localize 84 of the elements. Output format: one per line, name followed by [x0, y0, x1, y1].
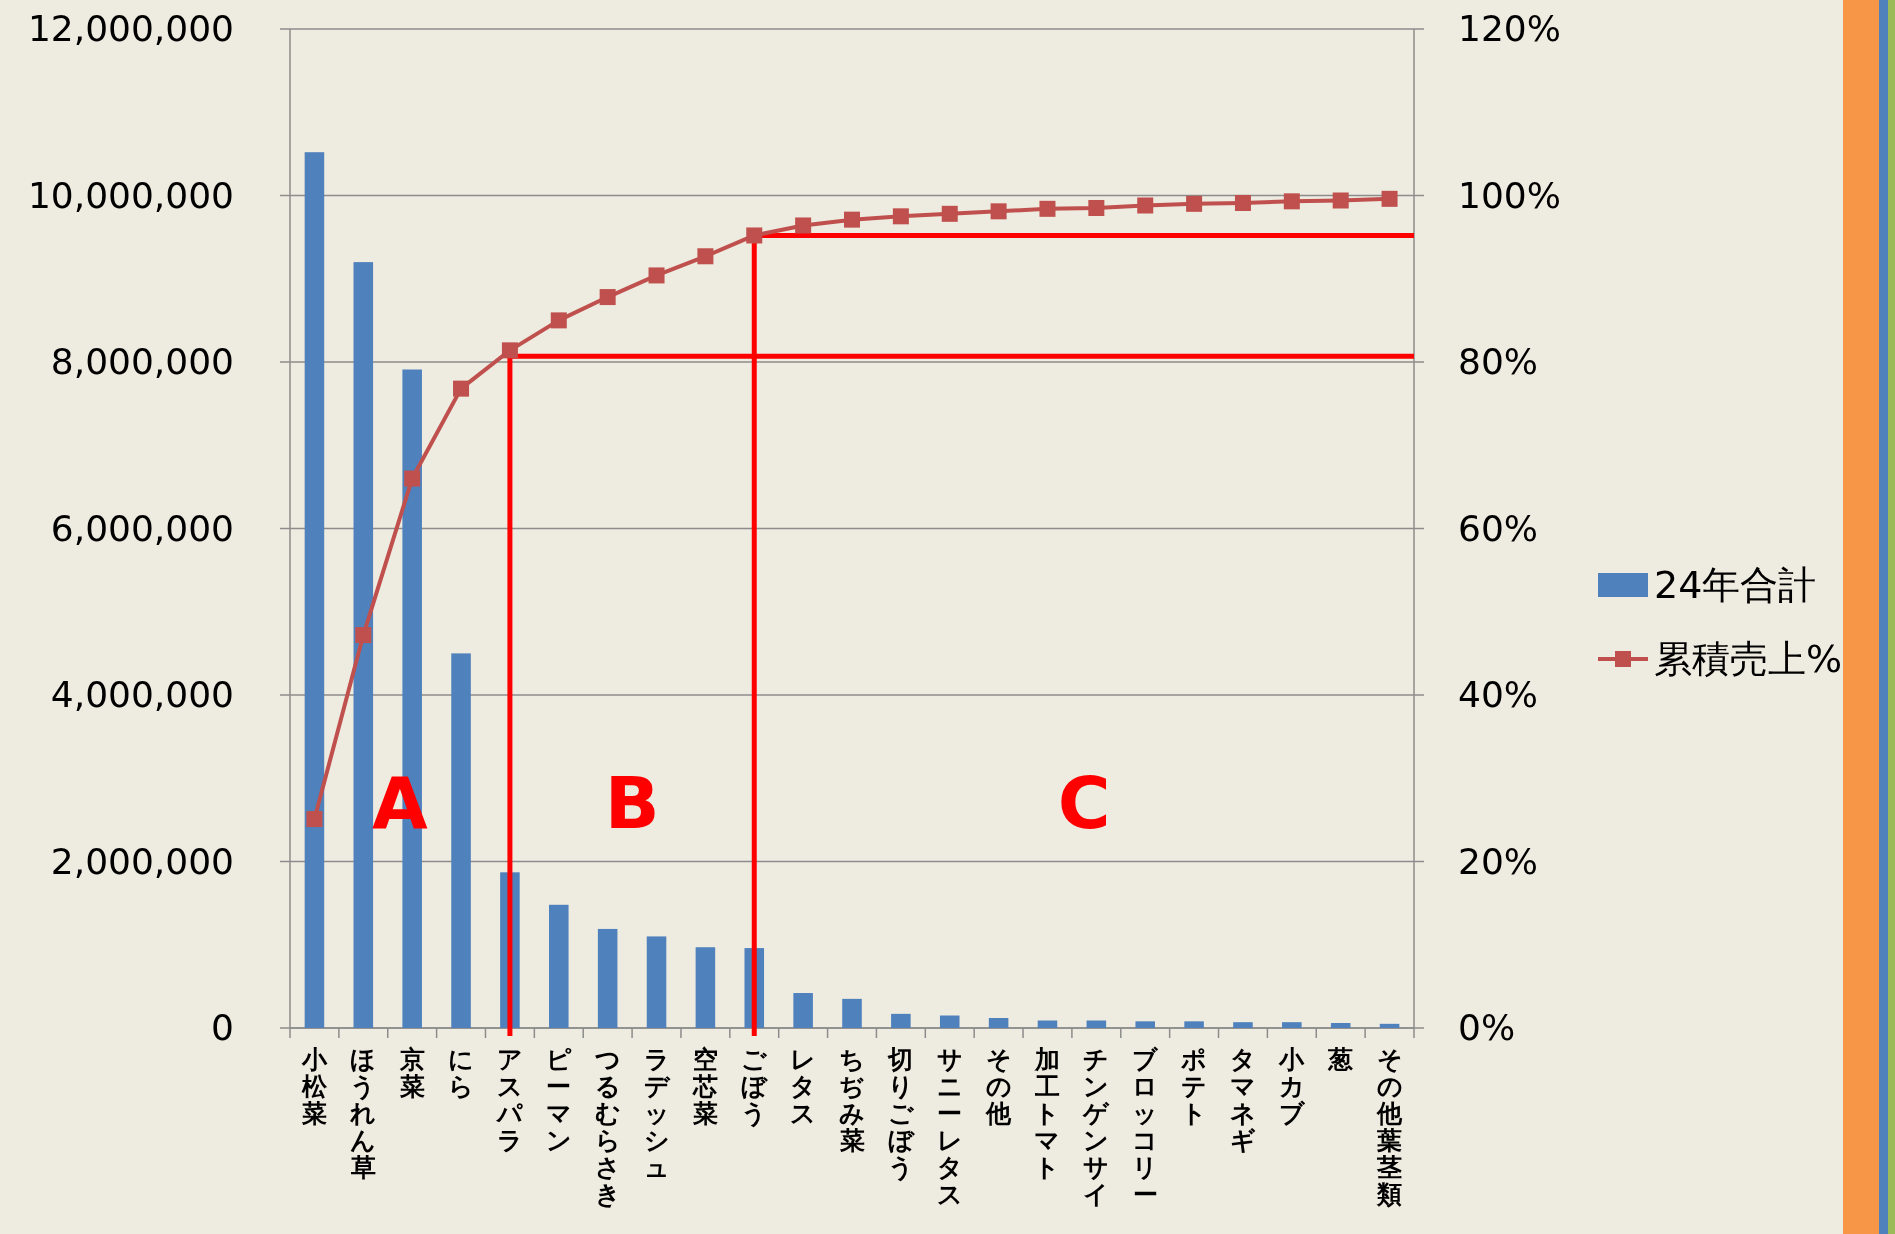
legend-label: 累積売上% — [1654, 637, 1843, 681]
bar — [939, 1015, 960, 1028]
x-tick-label: 小松菜 — [301, 1045, 327, 1128]
point — [746, 227, 763, 244]
y2-tick-label: 0% — [1458, 1007, 1516, 1048]
bar — [1379, 1023, 1400, 1028]
bar — [1037, 1020, 1058, 1028]
y2-tick-label: 100% — [1458, 174, 1561, 216]
annotation: C — [1057, 761, 1111, 846]
point — [697, 248, 714, 265]
bar — [793, 993, 813, 1028]
x-tick-label: 小カブ — [1278, 1045, 1305, 1128]
point — [1234, 194, 1251, 211]
x-tick-label: ピーマン — [545, 1045, 572, 1155]
point — [1283, 193, 1300, 210]
y-tick-label: 6,000,000 — [50, 507, 234, 549]
y-tick-label: 4,000,000 — [50, 674, 234, 715]
x-tick-label: ブロッコリー — [1132, 1045, 1159, 1209]
x-tick-label: サニーレタス — [936, 1045, 963, 1209]
x-tick-label: アスパラ — [496, 1045, 523, 1155]
y-tick-label: 10,000,000 — [27, 174, 234, 216]
point — [1137, 197, 1154, 214]
point — [795, 217, 812, 234]
point — [1039, 200, 1056, 217]
legend-label: 24年合計 — [1654, 563, 1817, 607]
x-tick-label: 加工トマト — [1034, 1045, 1061, 1182]
bar — [451, 653, 471, 1028]
point — [941, 205, 958, 222]
x-tick-label: ポテト — [1181, 1045, 1208, 1128]
x-tick-label: ほうれん草 — [350, 1045, 377, 1182]
x-tick-label: レタス — [790, 1045, 817, 1128]
point — [404, 470, 421, 487]
point — [306, 811, 323, 828]
bar — [549, 904, 569, 1028]
bar — [597, 928, 618, 1028]
x-tick-label: ごぼう — [741, 1045, 768, 1128]
x-tick-label: 葱 — [1328, 1045, 1354, 1074]
x-tick-label: つるむらさき — [594, 1045, 621, 1209]
y2-tick-label: 80% — [1458, 341, 1539, 382]
point — [1088, 199, 1105, 216]
x-tick-label: にら — [448, 1045, 475, 1101]
point — [1381, 190, 1398, 207]
point — [355, 627, 372, 644]
point — [501, 342, 518, 359]
bar — [1330, 1023, 1351, 1028]
point — [844, 211, 860, 228]
point — [599, 289, 616, 306]
point — [453, 380, 470, 397]
bar — [1233, 1022, 1253, 1028]
point — [892, 208, 909, 225]
y-tick-label: 0 — [211, 1007, 234, 1048]
y-tick-label: 8,000,000 — [50, 341, 234, 382]
point — [550, 312, 567, 329]
point — [1186, 195, 1203, 212]
y2-tick-label: 40% — [1458, 674, 1539, 715]
x-tick-label: 切りごぼう — [887, 1045, 914, 1182]
x-tick-label: チンゲンサイ — [1083, 1045, 1110, 1209]
y-tick-label: 12,000,000 — [27, 8, 234, 49]
bar — [988, 1018, 1009, 1028]
point — [1332, 192, 1349, 209]
y2-tick-label: 120% — [1458, 8, 1561, 49]
point — [648, 267, 665, 284]
bar — [695, 947, 716, 1028]
x-tick-label: タマネギ — [1229, 1045, 1256, 1155]
bar — [646, 936, 667, 1028]
bar — [1282, 1022, 1302, 1028]
bar — [304, 152, 325, 1028]
x-tick-label: 空芯菜 — [692, 1045, 718, 1128]
bar — [353, 262, 374, 1028]
x-tick-label: その他 — [985, 1045, 1012, 1128]
x-tick-label: ラデッシュ — [643, 1045, 670, 1182]
y-tick-label: 2,000,000 — [50, 840, 234, 882]
x-tick-label: 京菜 — [399, 1045, 425, 1101]
annotation: B — [604, 761, 660, 846]
point — [990, 203, 1007, 220]
y2-tick-label: 20% — [1458, 840, 1539, 882]
y2-tick-label: 60% — [1458, 507, 1539, 549]
bar — [842, 998, 862, 1028]
bar — [891, 1013, 911, 1028]
x-tick-label: その他葉茎類 — [1376, 1045, 1403, 1209]
x-tick-label: ちぢみ菜 — [839, 1045, 865, 1155]
bar — [1086, 1020, 1107, 1028]
bar — [1184, 1021, 1204, 1028]
bar — [1135, 1021, 1155, 1028]
